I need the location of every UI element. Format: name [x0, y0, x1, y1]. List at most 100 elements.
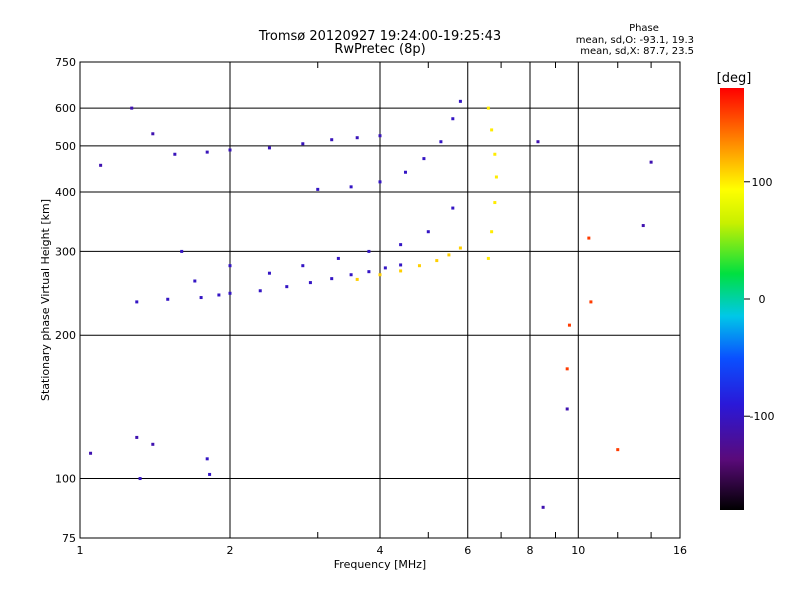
data-point	[336, 256, 340, 260]
data-point	[451, 117, 455, 121]
data-point	[258, 289, 262, 293]
colorbar-ticks: 100 0 -100	[744, 176, 774, 423]
data-point	[536, 140, 540, 144]
colorbar-tick-label: -100	[750, 410, 775, 423]
data-point	[378, 134, 382, 138]
data-point	[330, 138, 334, 142]
data-point	[641, 224, 645, 228]
colorbar-label: [deg]	[717, 71, 752, 86]
data-point	[458, 246, 462, 250]
y-tick-label: 100	[55, 473, 76, 486]
x-tick-label: 10	[571, 544, 585, 557]
grid	[80, 62, 680, 538]
data-point	[490, 230, 494, 234]
data-point	[399, 263, 403, 267]
data-point	[447, 253, 451, 257]
y-tick-label: 400	[55, 186, 76, 199]
data-point	[493, 201, 497, 205]
data-point	[399, 243, 403, 247]
data-point	[217, 293, 221, 297]
data-point	[193, 279, 197, 283]
data-point	[173, 152, 177, 156]
data-point	[285, 285, 289, 289]
data-point	[301, 142, 305, 146]
colorbar-tick-label: 0	[759, 293, 766, 306]
data-point	[403, 170, 407, 174]
data-points	[89, 99, 653, 509]
data-point	[180, 249, 184, 253]
data-point	[490, 128, 494, 132]
data-point	[486, 256, 490, 260]
data-point	[587, 236, 591, 240]
phase-mean-o: mean, sd,O: -93.1, 19.3	[576, 35, 694, 46]
x-tick-label: 1	[77, 544, 84, 557]
data-point	[205, 457, 209, 461]
colorbar-tick-label: 100	[752, 176, 773, 189]
data-point	[349, 273, 353, 277]
x-tick-label: 16	[673, 544, 687, 557]
y-tick-label: 200	[55, 329, 76, 342]
data-point	[378, 180, 382, 184]
data-point	[316, 187, 320, 191]
data-point	[422, 157, 426, 161]
data-point	[267, 271, 271, 275]
data-point	[616, 448, 620, 452]
y-tick-label: 750	[55, 56, 76, 69]
data-point	[199, 296, 203, 300]
data-point	[367, 249, 371, 253]
data-point	[308, 281, 312, 285]
data-point	[89, 451, 93, 455]
data-point	[383, 266, 387, 270]
data-point	[330, 277, 334, 281]
data-point	[138, 477, 142, 481]
data-point	[228, 264, 232, 268]
y-tick-label: 300	[55, 245, 76, 258]
data-point	[208, 472, 212, 476]
data-point	[166, 297, 170, 301]
data-point	[649, 160, 653, 164]
data-point	[349, 185, 353, 189]
data-point	[228, 148, 232, 152]
x-tick-label: 8	[527, 544, 534, 557]
colorbar	[720, 88, 744, 510]
data-point	[267, 146, 271, 150]
data-point	[565, 407, 569, 411]
data-point	[151, 132, 155, 136]
data-point	[151, 442, 155, 446]
data-point	[426, 230, 430, 234]
chart-subtitle: RwPretec (8p)	[334, 42, 425, 57]
data-point	[355, 136, 359, 140]
y-tick-labels: 75 100 200 300 400 500 600 750	[55, 56, 76, 545]
data-point	[399, 269, 403, 273]
x-tick-label: 4	[377, 544, 384, 557]
data-point	[486, 106, 490, 110]
phase-header: Phase	[629, 23, 659, 34]
data-point	[439, 140, 443, 144]
x-tick-labels: 1 2 4 6 8 10 16	[77, 544, 688, 557]
x-tick-label: 6	[464, 544, 471, 557]
y-tick-label: 75	[62, 532, 76, 545]
data-point	[589, 300, 593, 304]
data-point	[130, 106, 134, 110]
data-point	[493, 152, 497, 156]
data-point	[567, 323, 571, 327]
plot-frame	[79, 61, 681, 539]
x-tick-label: 2	[227, 544, 234, 557]
data-point	[355, 277, 359, 281]
data-point	[417, 264, 421, 268]
data-point	[378, 273, 382, 277]
y-tick-label: 500	[55, 140, 76, 153]
data-point	[435, 259, 439, 263]
data-point	[367, 270, 371, 274]
chart-title: Tromsø 20120927 19:24:00-19:25:43	[258, 29, 501, 44]
data-point	[494, 175, 498, 179]
data-point	[99, 163, 103, 167]
data-point	[135, 300, 139, 304]
data-point	[135, 435, 139, 439]
data-point	[458, 99, 462, 103]
data-point	[451, 206, 455, 210]
data-point	[565, 367, 569, 371]
data-point	[301, 264, 305, 268]
y-tick-label: 600	[55, 102, 76, 115]
